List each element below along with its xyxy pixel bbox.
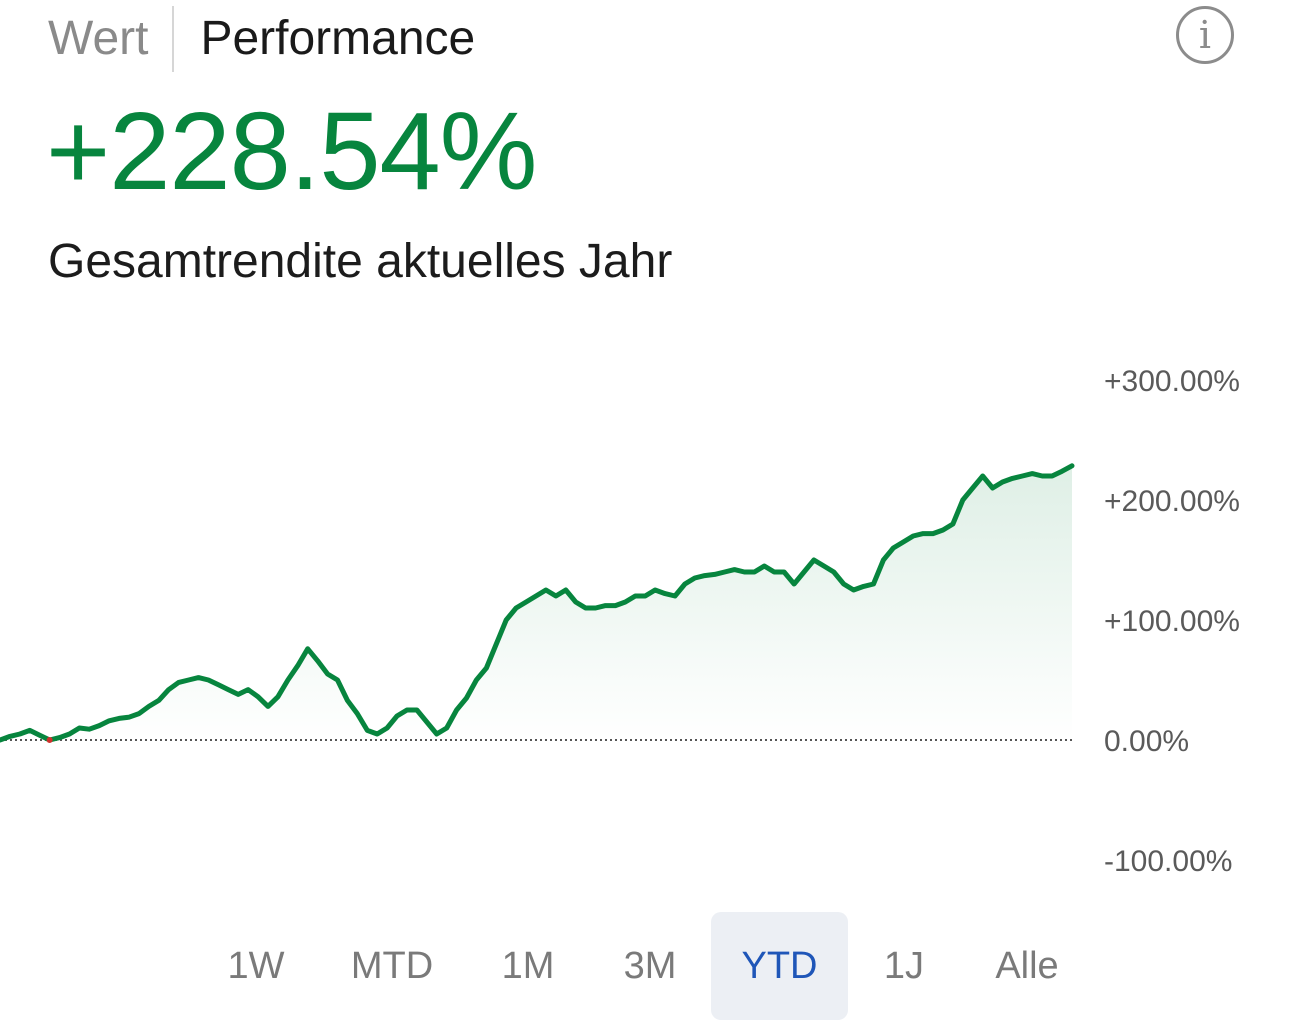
range-button-1j[interactable]: 1J: [883, 944, 925, 987]
y-tick-label: +100.00%: [1104, 605, 1240, 638]
performance-area-fill: [0, 465, 1072, 740]
y-tick-label: 0.00%: [1104, 725, 1189, 758]
y-tick-label: +200.00%: [1104, 485, 1240, 518]
y-tick-label: -100.00%: [1104, 845, 1232, 878]
time-range-selector: 1W MTD 1M 3M YTD 1J Alle: [0, 912, 1290, 1020]
info-button[interactable]: i: [1176, 6, 1234, 64]
baseline-marker: [46, 737, 53, 743]
info-icon: i: [1198, 13, 1212, 57]
range-button-1w[interactable]: 1W: [227, 944, 285, 987]
tab-divider: [172, 6, 175, 72]
range-button-mtd[interactable]: MTD: [350, 944, 434, 987]
total-return-value: +228.54%: [46, 90, 537, 213]
tab-performance[interactable]: Performance: [200, 12, 476, 65]
performance-chart-svg: +300.00% +200.00% +100.00% 0.00% -100.00%: [0, 365, 1240, 878]
range-button-ytd[interactable]: YTD: [711, 912, 848, 1020]
range-button-alle[interactable]: Alle: [995, 944, 1059, 987]
view-tabs: Wert Performance: [48, 6, 475, 72]
total-return-label: Gesamtrendite aktuelles Jahr: [48, 235, 673, 288]
performance-chart: +300.00% +200.00% +100.00% 0.00% -100.00%: [0, 340, 1290, 900]
y-tick-label: +300.00%: [1104, 365, 1240, 398]
tab-wert[interactable]: Wert: [48, 12, 149, 65]
range-button-3m[interactable]: 3M: [623, 944, 677, 987]
range-button-1m[interactable]: 1M: [501, 944, 555, 987]
performance-line: [0, 463, 1075, 743]
